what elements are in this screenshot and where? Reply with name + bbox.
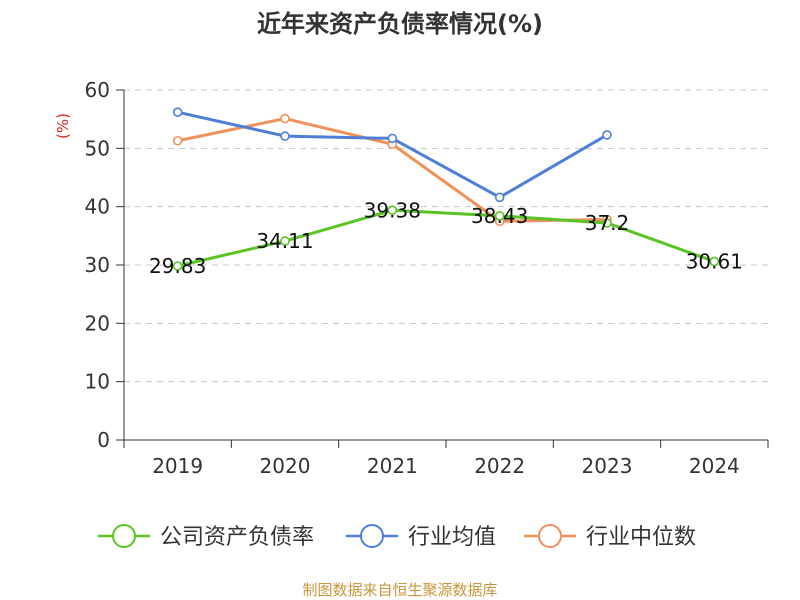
- data-label: 34.11: [256, 229, 313, 253]
- data-point: [280, 236, 290, 246]
- legend-marker: [538, 524, 562, 548]
- data-point: [387, 205, 398, 216]
- x-tick-label: 2021: [367, 454, 418, 478]
- x-tick-label: 2020: [260, 454, 311, 478]
- series-line-0: [177, 208, 715, 268]
- data-point: [280, 131, 290, 141]
- data-point: [602, 218, 612, 228]
- data-label: 37.2: [585, 211, 630, 235]
- legend-label: 行业中位数: [586, 525, 696, 550]
- legend-label: 公司资产负债率: [160, 525, 314, 550]
- grid: [124, 89, 768, 383]
- data-point: [709, 256, 720, 267]
- data-point: [172, 261, 183, 271]
- data-label: 30.61: [686, 249, 743, 273]
- data-label: 38.43: [471, 204, 528, 228]
- data-point: [494, 192, 505, 203]
- x-tick-label: 2019: [152, 454, 203, 478]
- chart-title: 近年来资产负债率情况(%): [257, 10, 543, 38]
- x-tick-label: 2022: [474, 454, 525, 478]
- legend-marker: [112, 524, 136, 548]
- y-tick-label: 40: [85, 195, 110, 219]
- legend-item-0[interactable]: 公司资产负债率: [98, 524, 314, 550]
- source-note: 制图数据来自恒生聚源数据库: [302, 581, 497, 599]
- data-point: [494, 211, 505, 221]
- legend-label: 行业均值: [408, 525, 496, 550]
- data-point: [172, 135, 183, 146]
- y-tick-label: 60: [85, 78, 110, 102]
- series-line-1: [177, 110, 608, 199]
- x-tick-label: 2024: [689, 454, 740, 478]
- data-label: 29.83: [149, 254, 206, 278]
- legend-item-2[interactable]: 行业中位数: [524, 524, 696, 550]
- data-point: [280, 113, 290, 124]
- y-axis-label: (%): [54, 113, 72, 139]
- data-point: [602, 130, 612, 140]
- data-point: [387, 133, 398, 144]
- y-tick-label: 20: [85, 311, 110, 335]
- legend-marker: [360, 524, 384, 548]
- y-tick-label: 30: [85, 253, 110, 277]
- axes: 0 10 20 30 40 50 60 2019 2020 2021 2022 2023 2024: [85, 78, 769, 478]
- data-label: 39.38: [364, 198, 421, 222]
- y-tick-label: 0: [97, 428, 110, 452]
- y-tick-label: 50: [85, 136, 110, 160]
- legend[interactable]: 公司资产负债率 行业均值 行业中位数: [98, 524, 696, 550]
- series-layer: [172, 107, 720, 271]
- y-tick-label: 10: [85, 370, 110, 394]
- data-labels: 29.83 34.11 39.38 38.43 37.2 30.61: [149, 198, 743, 278]
- data-point: [172, 107, 183, 117]
- x-tick-label: 2023: [582, 454, 633, 478]
- legend-item-1[interactable]: 行业均值: [346, 524, 496, 550]
